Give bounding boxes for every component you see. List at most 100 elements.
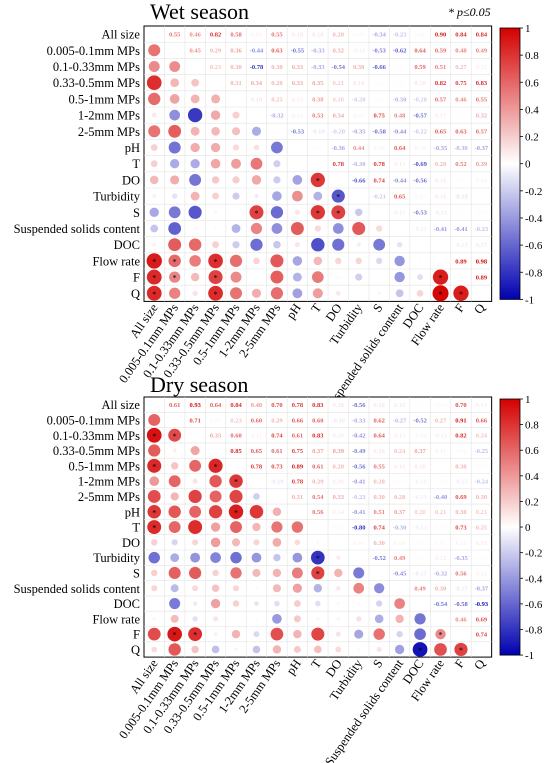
correlation-circle — [293, 600, 301, 607]
correlation-value: 0.21 — [435, 509, 446, 516]
correlation-circle — [210, 158, 221, 169]
colorbar-tick-label: -0.4 — [525, 213, 543, 225]
correlation-value: -0.13 — [454, 242, 468, 249]
correlation-circle — [272, 191, 282, 201]
correlation-circle — [209, 474, 222, 488]
correlation-value: 0.21 — [333, 80, 344, 87]
correlation-value: 0.16 — [435, 177, 447, 184]
correlation-value: 0.44 — [353, 145, 365, 152]
correlation-circle — [187, 107, 203, 123]
correlation-value: 0.02 — [455, 113, 466, 120]
correlation-value: -0.32 — [434, 570, 448, 577]
correlation-circle — [417, 274, 423, 281]
correlation-circle — [230, 287, 243, 300]
correlation-value: 0.98 — [476, 258, 488, 265]
wet-season-panel: Wet season All size 0.005-0.1mm MPs 0.1-0.… — [14, 0, 543, 413]
correlation-circle — [311, 627, 325, 641]
correlation-circle — [148, 44, 161, 57]
correlation-value: 0.83 — [476, 80, 488, 87]
correlation-circle — [435, 628, 446, 640]
correlation-value: -0.52 — [372, 555, 386, 562]
correlation-circle — [192, 290, 198, 296]
correlation-circle — [231, 629, 241, 639]
correlation-circle — [232, 600, 240, 607]
colorbar — [499, 27, 521, 300]
correlation-value: 0.30 — [373, 494, 384, 501]
correlation-value: -0.78 — [250, 64, 264, 71]
correlation-circle — [167, 626, 182, 642]
correlation-value: 0.65 — [394, 194, 406, 201]
correlation-value: 0.06 — [455, 448, 467, 455]
correlation-value: 0.83 — [312, 433, 324, 440]
row-label-0-5-1mm-mps: 0.5-1mm MPs — [68, 92, 140, 106]
correlation-value: 0.73 — [455, 524, 467, 531]
correlation-circle — [208, 458, 223, 473]
correlation-value: -0.35 — [352, 129, 366, 136]
correlation-circle — [334, 568, 343, 578]
correlation-value: 0.75 — [455, 80, 467, 87]
correlation-circle — [273, 176, 281, 184]
correlation-value: -0.53 — [291, 129, 305, 136]
correlation-value: 0.02 — [455, 210, 466, 217]
correlation-circle — [314, 645, 322, 654]
correlation-value: -0.44 — [250, 48, 264, 55]
correlation-value: 0.15 — [394, 210, 406, 217]
correlation-value: 0.04 — [476, 210, 488, 217]
correlation-value: -0.62 — [393, 48, 407, 55]
correlation-value: 0.71 — [189, 417, 200, 424]
correlation-value: 0.65 — [435, 129, 447, 136]
correlation-circle — [146, 75, 162, 91]
correlation-value: 0.37 — [394, 509, 406, 516]
correlation-value: -0.17 — [454, 586, 468, 593]
correlation-circle — [214, 227, 217, 230]
correlation-value: 0.75 — [292, 448, 304, 455]
correlation-circle — [211, 94, 221, 104]
correlation-circle — [152, 242, 157, 247]
correlation-circle — [253, 539, 260, 546]
significance-star: * — [418, 646, 422, 655]
correlation-circle — [231, 224, 241, 233]
row-label-f: F — [133, 628, 140, 642]
row-label-2-5mm-mps: 2-5mm MPs — [78, 490, 140, 504]
correlation-value: 0.05 — [476, 463, 488, 470]
correlation-circle — [315, 600, 321, 607]
correlation-value: 0.07 — [414, 194, 426, 201]
correlation-value: -0.08 — [413, 433, 427, 440]
correlation-value: -0.13 — [413, 494, 427, 501]
row-label-turbidity: Turbidity — [93, 190, 141, 204]
correlation-value: 0.73 — [271, 463, 283, 470]
correlation-circle — [190, 142, 200, 153]
correlation-circle — [168, 428, 182, 442]
correlation-circle — [210, 110, 221, 120]
correlation-value: -0.56 — [352, 402, 366, 409]
correlation-circle — [170, 159, 180, 169]
correlation-value: 0.59 — [414, 64, 426, 71]
significance-star: * — [152, 462, 156, 471]
correlation-circle — [292, 583, 303, 593]
colorbar-tick-label: -0.6 — [525, 599, 543, 611]
correlation-value: -0.44 — [393, 129, 407, 136]
correlation-value: 0.17 — [435, 113, 447, 120]
correlation-circle — [234, 211, 238, 214]
correlation-circle — [253, 493, 260, 500]
colorbar-tick-label: -0.6 — [525, 240, 543, 252]
correlation-circle — [270, 254, 284, 268]
correlation-value: -0.10 — [413, 479, 427, 486]
correlation-value: -0.44 — [393, 177, 407, 184]
dry-season-title: Dry season — [150, 372, 248, 397]
correlation-circle — [169, 598, 181, 610]
correlation-circle — [210, 537, 221, 548]
correlation-value: 0.18 — [414, 80, 426, 87]
correlation-circle — [355, 273, 363, 281]
correlation-circle — [310, 550, 325, 565]
correlation-circle — [378, 275, 381, 279]
row-label-t: T — [132, 157, 140, 171]
correlation-value: -0.04 — [434, 402, 448, 409]
correlation-circle — [231, 127, 241, 136]
significance-star: * — [152, 508, 156, 517]
correlation-value: -0.69 — [413, 161, 427, 168]
correlation-value: 0.29 — [312, 479, 324, 486]
correlation-value: 0.21 — [476, 509, 487, 516]
correlation-value: 0.16 — [435, 194, 447, 201]
